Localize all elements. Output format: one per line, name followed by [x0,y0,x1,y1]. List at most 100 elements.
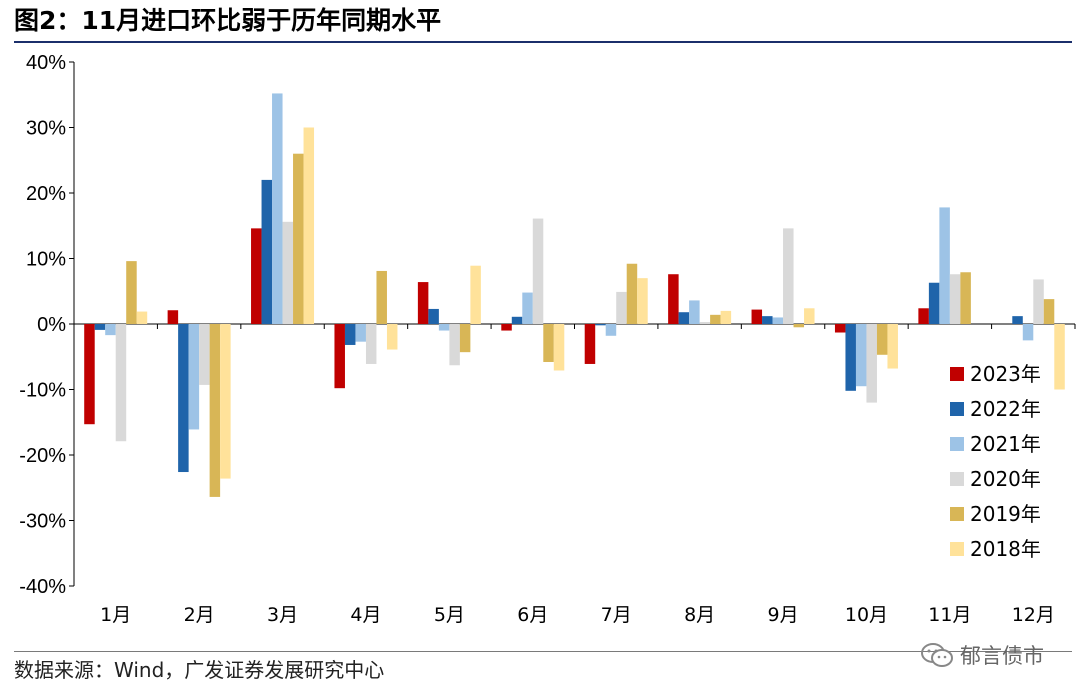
bar-2023-4 [334,324,345,389]
bar-2019-7 [626,263,638,324]
bar-2020-5 [449,324,460,366]
bar-2022-4 [344,324,356,345]
bar-2019-3 [293,153,304,324]
bar-2018-9 [804,308,815,324]
y-tick-label: -20% [19,445,66,467]
bar-2018-3 [303,127,315,324]
bar-2018-10 [887,324,898,369]
bar-2021-10 [855,324,867,387]
bar-2018-1 [136,311,148,324]
wechat-icon [921,643,953,667]
bar-2019-6 [543,324,554,362]
bar-2018-12 [1054,324,1065,390]
bar-2022-7 [595,324,606,326]
bar-2021-9 [772,317,784,324]
legend-label-2018: 2018年 [970,537,1041,561]
legend-swatch-2022 [950,402,964,416]
x-tick-label: 9月 [767,604,798,626]
y-tick-label: -30% [19,511,66,533]
x-tick-label: 12月 [1012,604,1055,626]
watermark: 郁言债市 [920,640,1044,670]
bar-2021-3 [272,93,283,324]
y-tick-label: 20% [26,183,66,205]
bar-2022-10 [845,324,856,391]
x-tick-label: 8月 [684,604,715,626]
bar-2023-7 [584,324,596,364]
x-tick-label: 10月 [845,604,888,626]
legend-label-2022: 2022年 [970,397,1041,421]
bar-2023-8 [668,274,679,324]
bar-2021-12 [1022,324,1034,341]
y-tick-label: 30% [26,118,66,140]
bar-2020-4 [365,324,377,364]
x-tick-label: 1月 [100,604,131,626]
bar-2018-4 [386,324,398,350]
watermark-text: 郁言债市 [960,644,1044,668]
bar-2022-11 [928,282,940,324]
bar-2020-9 [783,228,794,324]
bar-2020-11 [949,274,961,324]
bar-2022-6 [511,316,523,324]
bar-2018-8 [720,310,732,324]
bar-2021-6 [522,292,533,324]
bar-2021-4 [355,324,366,342]
legend-swatch-2018 [950,542,964,556]
bar-2023-3 [251,228,262,324]
y-tick-label: 10% [26,249,66,271]
bar-2021-7 [605,324,617,336]
bar-2020-7 [616,291,627,324]
bar-2022-2 [178,324,189,473]
legend-swatch-2019 [950,507,964,521]
bar-2019-4 [376,270,387,324]
bar-2019-2 [209,324,221,497]
bar-2021-5 [438,324,450,331]
bar-2018-6 [553,324,565,371]
x-tick-label: 5月 [434,604,465,626]
bar-2022-3 [261,179,273,324]
data-source-note: 数据来源：Wind，广发证券发展研究中心 [14,658,385,682]
legend-label-2023: 2023年 [970,362,1041,386]
y-tick-label: 0% [37,314,66,336]
bar-2020-3 [282,221,294,324]
x-tick-label: 6月 [517,604,548,626]
bar-2022-5 [428,308,439,324]
bar-2020-2 [199,324,210,385]
title-divider [14,41,1072,43]
bar-2023-5 [417,282,429,324]
bar-2020-8 [699,322,711,324]
bar-2022-12 [1012,316,1023,324]
x-tick-label: 7月 [601,604,632,626]
bar-2023-2 [167,310,179,324]
x-tick-label: 2月 [184,604,215,626]
bar-2019-10 [876,324,888,355]
bar-2023-10 [834,324,846,333]
bar-2019-12 [1043,299,1055,324]
legend-label-2020: 2020年 [970,467,1041,491]
chart-title: 图2：11月进口环比弱于历年同期水平 [14,6,442,35]
bar-2022-1 [94,324,106,330]
bar-2020-12 [1033,279,1044,324]
bar-2019-8 [710,314,721,324]
bar-2020-1 [115,324,127,442]
bar-2023-6 [501,324,512,331]
bar-2019-5 [459,324,471,353]
x-tick-label: 11月 [928,604,971,626]
bar-2019-1 [126,261,137,324]
bar-2019-9 [793,324,805,328]
legend-label-2021: 2021年 [970,432,1041,456]
y-tick-label: 40% [26,52,66,74]
y-tick-label: -40% [19,576,66,598]
legend-label-2019: 2019年 [970,502,1041,526]
bar-2018-7 [637,278,648,324]
x-tick-label: 4月 [350,604,381,626]
bar-2020-10 [866,324,877,403]
bar-2023-1 [84,324,95,425]
legend-swatch-2023 [950,367,964,381]
bar-2023-9 [751,309,763,324]
bar-2021-11 [939,207,950,324]
bar-2018-5 [470,265,481,324]
x-tick-label: 3月 [267,604,298,626]
y-tick-label: -10% [19,380,66,402]
bar-2022-9 [762,316,773,324]
